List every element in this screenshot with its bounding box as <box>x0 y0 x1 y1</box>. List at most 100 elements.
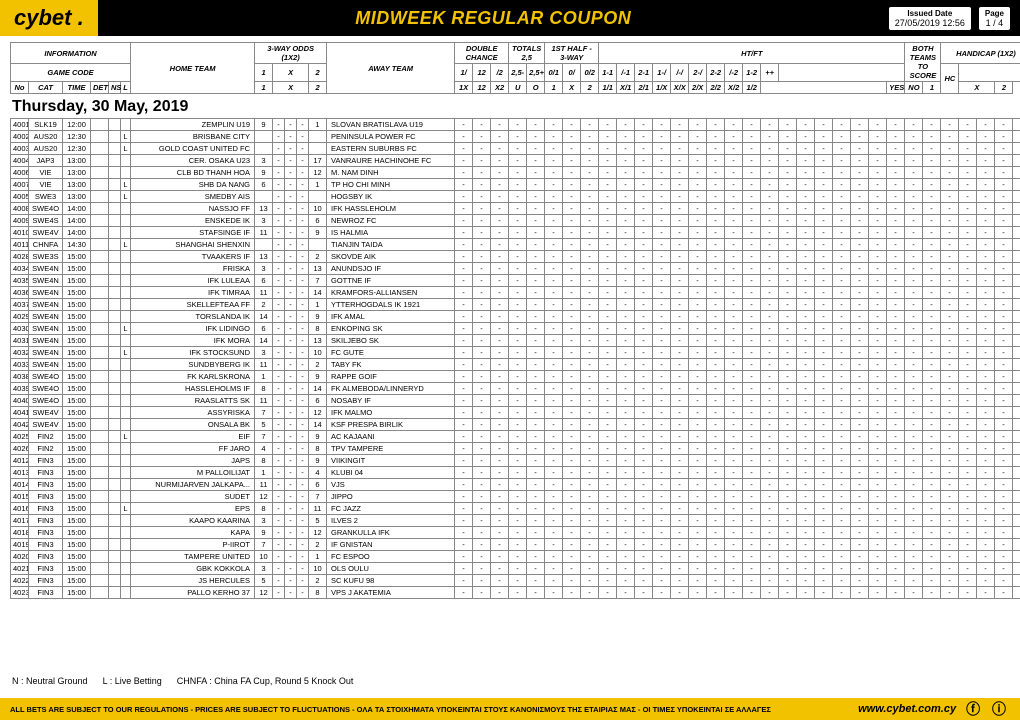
cell: - <box>851 251 869 263</box>
cell: - <box>285 575 297 587</box>
cell: - <box>959 191 977 203</box>
cell: - <box>707 551 725 563</box>
cell: - <box>1013 215 1020 227</box>
sub-xb: X <box>273 82 309 94</box>
cell: - <box>273 275 285 287</box>
cell: - <box>297 575 309 587</box>
cell: - <box>905 347 923 359</box>
table-row: 4036SWE4N15:00IFK TIMRAA11---14KRAMFORS-… <box>11 287 1020 299</box>
cell: - <box>869 347 887 359</box>
cell: - <box>977 143 995 155</box>
cell: - <box>653 527 671 539</box>
cell: - <box>671 575 689 587</box>
table-row: 4021FIN315:00GBK KOKKOLA3---10OLS OULU--… <box>11 563 1020 575</box>
cell: - <box>779 371 797 383</box>
hdr-gamecode: GAME CODE <box>11 64 131 82</box>
cell: - <box>581 203 599 215</box>
cell: - <box>851 443 869 455</box>
sub-oo7: X/2 <box>725 82 743 94</box>
cell: - <box>617 287 635 299</box>
cell: - <box>285 407 297 419</box>
cell: - <box>527 563 545 575</box>
cell: - <box>887 551 905 563</box>
cell: - <box>297 143 309 155</box>
cell: - <box>509 227 527 239</box>
cell: 4025 <box>11 431 29 443</box>
cell: - <box>869 155 887 167</box>
cell: - <box>977 515 995 527</box>
cell: - <box>905 587 923 599</box>
cell: - <box>273 395 285 407</box>
cell: - <box>491 215 509 227</box>
cell <box>91 587 109 599</box>
cell: - <box>1013 551 1020 563</box>
cell: IFK AMAL <box>327 311 455 323</box>
cell <box>91 287 109 299</box>
cell: - <box>285 443 297 455</box>
hdr-awayteam: AWAY TEAM <box>327 43 455 94</box>
cell: - <box>977 479 995 491</box>
cell: L <box>121 431 131 443</box>
cell: - <box>473 299 491 311</box>
cell: 13 <box>309 335 327 347</box>
cell: - <box>941 191 959 203</box>
cell: - <box>509 479 527 491</box>
cell: - <box>617 167 635 179</box>
cell: - <box>1013 167 1020 179</box>
cell: - <box>815 215 833 227</box>
cell: - <box>941 563 959 575</box>
cell: - <box>869 467 887 479</box>
cell: - <box>653 539 671 551</box>
sub-oo3: 1/X <box>653 82 671 94</box>
cell: - <box>599 311 617 323</box>
table-row: 4010SWE4V14:00STAFSINGE IF11---9IS HALMI… <box>11 227 1020 239</box>
cell: - <box>815 179 833 191</box>
cell: - <box>297 179 309 191</box>
cell: - <box>635 395 653 407</box>
cell: - <box>779 383 797 395</box>
cell: - <box>869 443 887 455</box>
cell: 9 <box>309 227 327 239</box>
cell: - <box>1013 407 1020 419</box>
cell: - <box>959 359 977 371</box>
cell: - <box>635 347 653 359</box>
cell: - <box>833 251 851 263</box>
cell: 11 <box>255 227 273 239</box>
cell: - <box>725 119 743 131</box>
cell: - <box>653 335 671 347</box>
table-row: 4037SWE4N15:00SKELLEFTEAA FF2---1YTTERHO… <box>11 299 1020 311</box>
cell: - <box>905 311 923 323</box>
cell: - <box>527 227 545 239</box>
cell: - <box>455 167 473 179</box>
cell: 9 <box>255 527 273 539</box>
cell: - <box>761 491 779 503</box>
cell: - <box>653 563 671 575</box>
cell: - <box>851 311 869 323</box>
table-row: 4025FIN215:00LEIF7---9AC KAJAANI--------… <box>11 431 1020 443</box>
cell: 4006 <box>11 167 29 179</box>
cell: - <box>491 239 509 251</box>
cell: - <box>851 419 869 431</box>
table-row: 4032SWE4N15:00LIFK STOCKSUND3---10FC GUT… <box>11 347 1020 359</box>
cell: 4015 <box>11 491 29 503</box>
cell: - <box>491 323 509 335</box>
cell: - <box>581 491 599 503</box>
cell: 14 <box>309 419 327 431</box>
cell: CER. OSAKA U23 <box>131 155 255 167</box>
cell: - <box>869 359 887 371</box>
cell: - <box>509 551 527 563</box>
cell: - <box>635 527 653 539</box>
cell: - <box>959 323 977 335</box>
cell: - <box>941 155 959 167</box>
cell: - <box>491 359 509 371</box>
cell: P-IIROT <box>131 539 255 551</box>
table-row: 4023FIN315:00PALLO KERHO 3712---8VPS J A… <box>11 587 1020 599</box>
cell: - <box>617 587 635 599</box>
cell: 4034 <box>11 263 29 275</box>
cell: - <box>273 443 285 455</box>
cell: - <box>923 215 941 227</box>
cell: FIN3 <box>29 491 63 503</box>
cell: - <box>509 419 527 431</box>
cell: - <box>941 299 959 311</box>
cell: - <box>995 371 1013 383</box>
